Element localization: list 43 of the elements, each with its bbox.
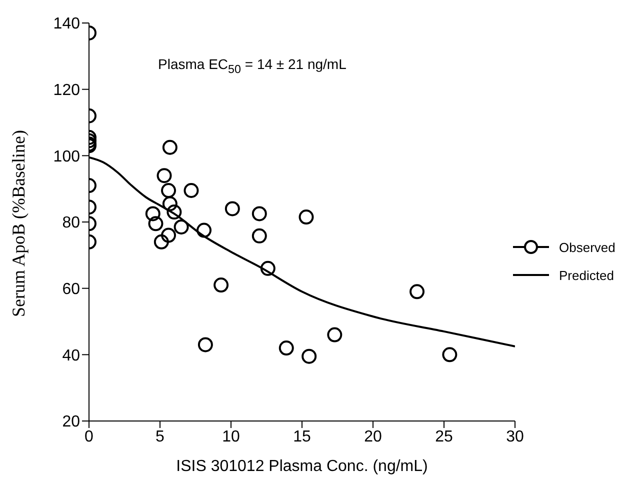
x-tick-label: 20 [364,428,382,446]
x-axis-title: ISIS 301012 Plasma Conc. (ng/mL) [176,458,428,475]
point [162,196,178,212]
point [442,347,458,362]
y-tick-label: 80 [62,214,80,232]
y-axis-title: Serum ApoB (%Baseline) [8,130,28,317]
point [154,234,169,250]
point [214,278,229,293]
y-tick-label: 100 [53,148,80,166]
y-tick-label: 60 [62,281,80,298]
x-tick-label: 5 [156,428,165,446]
x-tick-label: 0 [84,428,94,446]
point [184,182,199,198]
legend-label: Observed [559,240,616,254]
point [174,219,189,234]
point [278,340,294,356]
point [161,228,176,243]
point [410,284,425,300]
x-tick-label: 10 [222,428,240,446]
point [162,140,178,155]
point [196,222,212,238]
point [302,348,317,364]
point [260,260,276,276]
y-tick-label: 140 [53,16,80,33]
point [161,182,176,198]
legend-label: Predicted [559,268,614,282]
point [298,210,314,225]
point [145,206,160,222]
point [148,216,164,232]
point [252,228,267,244]
y-tick-label: 120 [53,82,80,100]
y-tick-label: 40 [62,347,80,364]
point [327,327,342,342]
point [198,337,213,352]
point [252,206,267,222]
x-tick-label: 15 [293,428,311,446]
point [224,201,240,216]
x-tick-label: 25 [435,428,453,446]
x-tick-label: 30 [506,428,524,446]
point [166,204,182,220]
y-tick-label: 20 [62,414,80,431]
annotation: Plasma EC$_{50}$ = 14 ± 21 ng/mL [158,56,346,76]
point [156,168,172,184]
